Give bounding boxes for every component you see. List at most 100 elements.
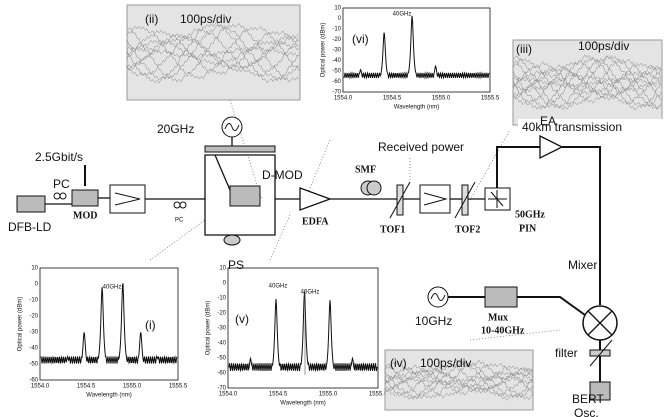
label: 1555.5	[169, 384, 188, 390]
label: 10	[31, 266, 38, 272]
label: 40GHz	[393, 12, 412, 18]
fiber	[367, 181, 381, 195]
label: 2.5Gbit/s	[35, 150, 83, 164]
label: 1554.0	[334, 96, 353, 102]
label: -50	[217, 356, 226, 362]
label: Wavelength (nm)	[394, 105, 439, 111]
label: -50	[29, 362, 38, 368]
label: Mixer	[568, 258, 597, 272]
label: -20	[29, 314, 38, 320]
label: 20GHz	[157, 122, 194, 136]
label: 1554.5	[383, 96, 402, 102]
label: 0	[338, 16, 342, 22]
label: 1555.0	[319, 392, 338, 398]
label: -30	[217, 326, 226, 332]
label: -30	[29, 330, 38, 336]
label: MOD	[73, 210, 97, 221]
filter	[590, 350, 610, 356]
diagram: (ii)100ps/div100-10-20-30-40-50-60-70155…	[0, 0, 668, 417]
label: -30	[332, 48, 341, 54]
label: -20	[332, 37, 341, 43]
label: -10	[217, 296, 226, 302]
label: 40GHz	[269, 284, 288, 290]
isolator-arrow	[115, 193, 140, 205]
label: 100ps/div	[420, 356, 471, 370]
label: -40	[217, 341, 226, 347]
label: 1555.0	[123, 384, 142, 390]
isolator-arrow	[424, 193, 446, 205]
label: -60	[217, 371, 226, 377]
label: PS	[228, 258, 244, 272]
spectrum-curve	[41, 283, 177, 363]
connector	[215, 155, 230, 190]
label: BERT	[572, 392, 604, 406]
label: 100ps/div	[578, 39, 629, 53]
label: TOF2	[455, 224, 480, 235]
spectrum-curve	[344, 16, 489, 78]
label: 100ps/div	[180, 12, 231, 26]
label: PIN	[519, 223, 537, 234]
label: 50GHz	[515, 209, 546, 220]
label: -40	[332, 58, 341, 64]
label: Received power	[378, 140, 464, 154]
label: 40GHz	[103, 285, 122, 291]
spectrum-curve	[229, 291, 377, 371]
label: 1554.5	[77, 384, 96, 390]
label: 1554.5	[269, 392, 288, 398]
label: PC	[175, 218, 184, 224]
label: (v)	[235, 312, 249, 326]
label: DFB-LD	[8, 220, 52, 234]
mux	[485, 287, 517, 307]
label: 0	[223, 281, 227, 287]
edfa	[300, 188, 330, 210]
label: filter	[555, 346, 578, 360]
label: PC	[53, 177, 70, 191]
laser	[17, 196, 45, 212]
bar	[205, 146, 275, 152]
label: (i)	[145, 318, 156, 332]
label: (iii)	[516, 42, 532, 56]
label: EDFA	[302, 216, 329, 227]
label: 1554.0	[31, 384, 50, 390]
label: Osc.	[574, 406, 599, 417]
label: 1554.0	[219, 392, 238, 398]
label: EA	[540, 114, 556, 128]
label: 10GHz	[415, 314, 452, 328]
plot-frame	[343, 8, 490, 92]
label: (vi)	[352, 32, 369, 46]
label: TOF1	[380, 224, 405, 235]
electrical	[517, 297, 585, 315]
label: -10	[332, 27, 341, 33]
label: D-MOD	[262, 168, 303, 182]
label: -50	[332, 69, 341, 75]
label: SMF	[355, 164, 376, 175]
label: Wavelength (nm)	[86, 393, 131, 399]
label: 1555.5	[481, 96, 500, 102]
label: -10	[29, 298, 38, 304]
label: 40GHz	[301, 290, 320, 296]
label: -60	[332, 79, 341, 85]
ps	[224, 235, 240, 245]
coil	[60, 193, 66, 199]
label: Optical power (dBm)	[18, 297, 24, 352]
label: Mux	[488, 312, 508, 323]
label: Wavelength (nm)	[280, 401, 325, 407]
electrical	[497, 147, 540, 188]
label: 40km transmission	[522, 120, 622, 134]
label: (ii)	[145, 12, 158, 26]
label: 10-40GHz	[481, 325, 525, 336]
label: (iv)	[390, 356, 407, 370]
dmod-box	[230, 186, 260, 206]
mod	[72, 190, 98, 206]
connector	[270, 215, 290, 260]
label: 0	[35, 282, 39, 288]
label: 10	[219, 266, 226, 272]
label: Optical power (dBm)	[206, 301, 212, 356]
label: -20	[217, 311, 226, 317]
label: 10	[334, 6, 341, 12]
coil	[174, 202, 180, 208]
electrical	[562, 147, 600, 305]
ea	[540, 136, 562, 158]
coil	[54, 193, 60, 199]
label: -40	[29, 346, 38, 352]
